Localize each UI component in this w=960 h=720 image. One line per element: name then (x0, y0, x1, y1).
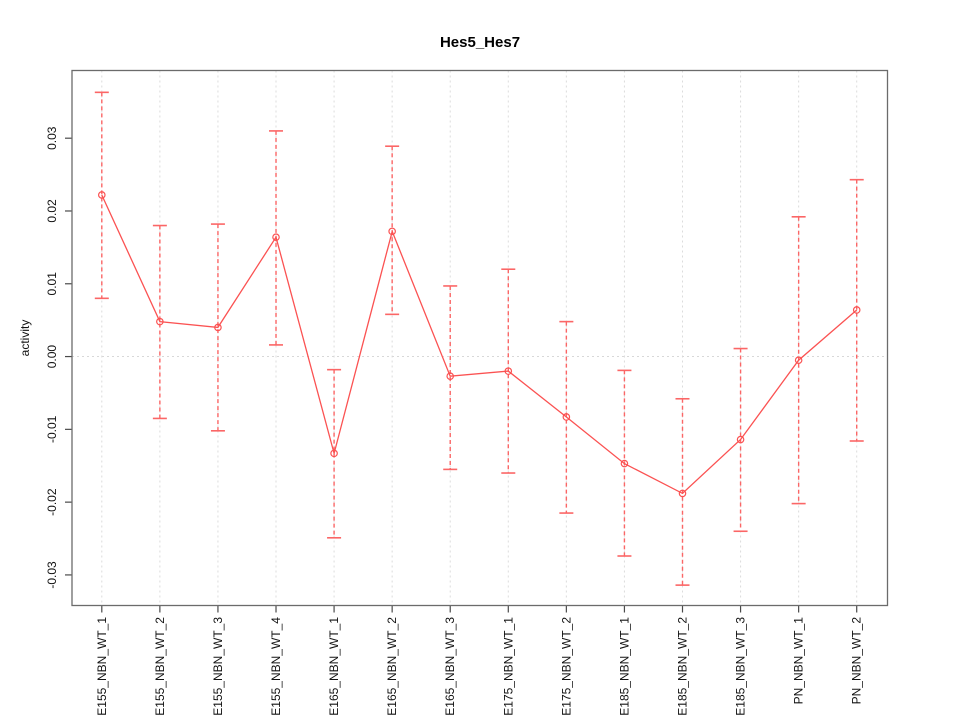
data-point (620, 459, 629, 468)
data-point (562, 413, 571, 421)
x-tick-label: E165_NBN_WT_1 (327, 617, 341, 716)
series-line-layer (101, 194, 858, 495)
gridlines-layer (101, 70, 858, 606)
data-point (678, 489, 687, 498)
axes-layer: E155_NBN_WT_1 E155_NBN_WT_2 E155_NBN_WT_3 E… (45, 126, 864, 716)
x-tick-label: E185_NBN_WT_3 (734, 617, 748, 716)
x-tick-label: E155_NBN_WT_2 (153, 617, 167, 716)
x-tick-label: E165_NBN_WT_2 (385, 617, 399, 716)
data-point (388, 227, 396, 236)
y-tick-label: 0.01 (45, 272, 59, 296)
chart-title: Hes5_Hes7 (440, 34, 520, 51)
series-line (101, 194, 858, 495)
y-tick-label: 0.03 (45, 126, 59, 150)
data-point (794, 356, 803, 365)
plot-border-box (71, 69, 889, 607)
x-tick-label: E155_NBN_WT_1 (95, 617, 109, 716)
x-tick-label: E175_NBN_WT_1 (501, 617, 515, 716)
data-point (852, 306, 861, 314)
x-tick-label: PN_NBN_WT_2 (850, 617, 864, 705)
y-tick-label: -0.01 (45, 415, 59, 443)
data-point (272, 233, 280, 241)
error-bars-layer (94, 91, 864, 586)
data-point (214, 323, 222, 332)
y-tick-label: -0.03 (45, 561, 59, 589)
y-axis-label: activity (18, 320, 32, 357)
y-tick-label: 0.02 (45, 199, 59, 223)
data-point (330, 449, 338, 458)
data-point (98, 191, 106, 199)
x-tick-label: E155_NBN_WT_4 (269, 617, 283, 716)
data-point (504, 367, 513, 375)
data-point (446, 372, 455, 381)
x-tick-label: E165_NBN_WT_3 (443, 617, 457, 716)
y-tick-label: 0.00 (45, 345, 59, 369)
x-tick-label: E185_NBN_WT_2 (676, 617, 690, 716)
x-tick-label: E155_NBN_WT_3 (211, 617, 225, 716)
x-tick-label: PN_NBN_WT_1 (792, 617, 806, 705)
x-tick-label: E175_NBN_WT_2 (559, 617, 573, 716)
x-tick-label: E185_NBN_WT_1 (617, 617, 631, 716)
data-point (736, 435, 745, 444)
data-point (156, 317, 164, 326)
data-points-layer (98, 191, 861, 498)
y-tick-label: -0.02 (45, 488, 59, 516)
